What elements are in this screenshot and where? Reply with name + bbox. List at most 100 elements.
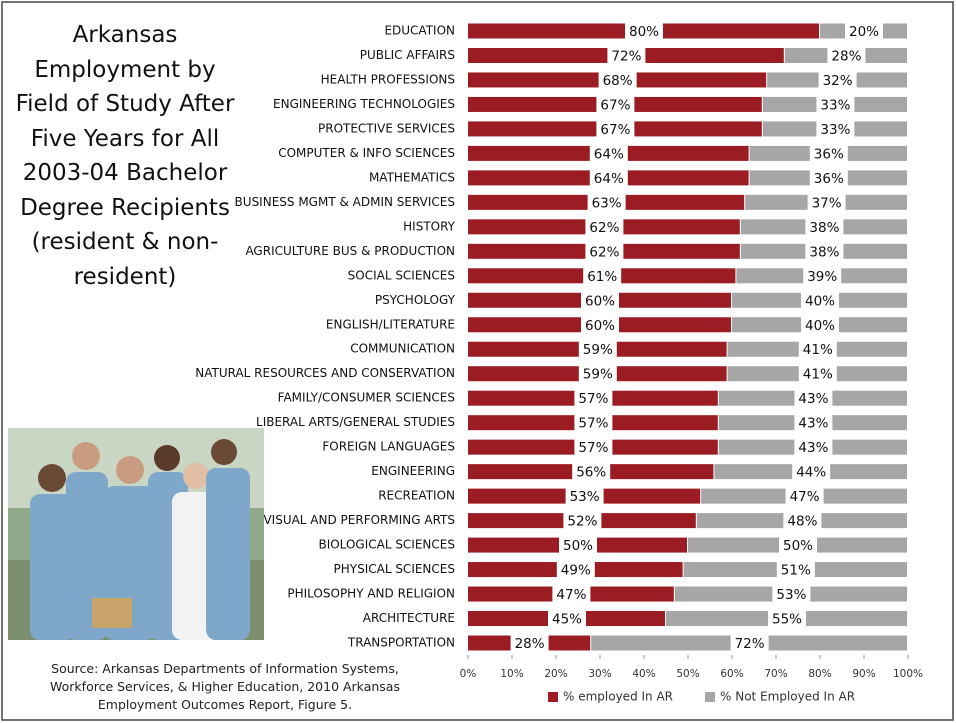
data-label: 60% — [585, 293, 615, 309]
label-box — [730, 634, 769, 652]
label-box — [805, 217, 844, 236]
label-box — [587, 193, 626, 212]
source-note: Source: Arkansas Departments of Informat… — [50, 661, 400, 712]
data-label: 50% — [563, 538, 593, 554]
y-tick-label: FAMILY/CONSUMER SCIENCES — [278, 391, 455, 405]
data-label: 50% — [783, 538, 813, 554]
y-tick-label: COMMUNICATION — [350, 342, 455, 356]
label-box — [827, 46, 866, 65]
data-label: 59% — [583, 342, 613, 358]
label-box — [783, 511, 822, 530]
data-label: 67% — [600, 97, 630, 113]
data-label: 57% — [578, 416, 608, 432]
y-tick-label: PROTECTIVE SERVICES — [318, 121, 455, 135]
label-box — [510, 634, 549, 652]
y-tick-label: AGRICULTURE BUS & PRODUCTION — [245, 244, 455, 258]
photo — [8, 428, 264, 640]
y-tick-label: ENGINEERING TECHNOLOGIES — [273, 97, 455, 111]
data-label: 28% — [515, 636, 545, 652]
label-box — [803, 266, 842, 285]
data-label: 72% — [735, 636, 765, 652]
y-tick-label: SOCIAL SCIENCES — [348, 268, 455, 282]
y-tick-label: PHYSICAL SCIENCES — [333, 562, 455, 576]
x-tick-label: 60% — [720, 668, 743, 680]
data-label: 64% — [594, 171, 624, 187]
y-tick-label: BUSINESS MGMT & ADMIN SERVICES — [235, 195, 455, 209]
y-tick-label: VISUAL AND PERFORMING ARTS — [263, 513, 455, 527]
label-box — [589, 168, 628, 187]
label-box — [801, 315, 839, 334]
label-box — [772, 585, 811, 604]
label-box — [556, 560, 595, 579]
data-label: 39% — [807, 269, 837, 285]
data-label: 43% — [798, 440, 828, 456]
label-box — [816, 119, 855, 138]
data-label: 61% — [587, 269, 617, 285]
label-box — [548, 609, 586, 628]
y-tick-label: TRANSPORTATION — [347, 636, 455, 650]
label-box — [794, 389, 833, 408]
data-label: 47% — [556, 587, 586, 603]
label-box — [581, 291, 619, 310]
data-label: 37% — [812, 195, 842, 211]
label-box — [768, 609, 806, 628]
data-label: 53% — [570, 489, 600, 505]
label-box — [581, 315, 619, 334]
data-label: 48% — [787, 514, 817, 530]
data-label: 62% — [589, 220, 619, 236]
data-label: 56% — [576, 465, 606, 481]
label-box — [818, 70, 857, 89]
data-label: 43% — [798, 416, 828, 432]
x-tick-label: 50% — [676, 668, 699, 680]
data-label: 33% — [820, 122, 850, 138]
y-tick-label: ENGLISH/LITERATURE — [326, 317, 455, 331]
data-label: 57% — [578, 440, 608, 456]
data-label: 33% — [820, 97, 850, 113]
label-box — [809, 168, 848, 187]
x-tick-label: 100% — [893, 668, 923, 680]
data-label: 49% — [561, 563, 591, 579]
y-tick-label: HEALTH PROFESSIONS — [321, 72, 455, 86]
data-label: 20% — [849, 24, 879, 40]
data-label: 67% — [600, 122, 630, 138]
data-label: 80% — [629, 24, 659, 40]
y-tick-label: HISTORY — [403, 219, 456, 233]
label-box — [574, 438, 613, 457]
y-tick-label: ARCHITECTURE — [363, 611, 455, 625]
data-label: 60% — [585, 318, 615, 334]
label-box — [578, 364, 617, 383]
data-label: 41% — [803, 367, 833, 383]
data-label: 40% — [805, 293, 835, 309]
label-box — [585, 242, 624, 261]
legend-swatch — [705, 692, 715, 702]
label-box — [625, 22, 663, 40]
data-label: 36% — [814, 171, 844, 187]
data-label: 43% — [798, 391, 828, 407]
data-label: 36% — [814, 146, 844, 162]
label-box — [552, 585, 591, 604]
data-label: 62% — [589, 244, 619, 260]
x-tick-label: 90% — [852, 668, 875, 680]
data-label: 64% — [594, 146, 624, 162]
label-box — [794, 413, 833, 432]
label-box — [585, 217, 624, 236]
label-box — [807, 193, 846, 212]
label-box — [596, 119, 635, 138]
label-box — [816, 95, 855, 114]
label-box — [565, 487, 604, 506]
label-box — [798, 364, 837, 383]
data-label: 68% — [603, 73, 633, 89]
legend-label: % employed In AR — [563, 690, 673, 704]
y-tick-label: RECREATION — [378, 489, 455, 503]
data-label: 53% — [776, 587, 806, 603]
data-label: 44% — [796, 465, 826, 481]
x-tick-label: 40% — [632, 668, 655, 680]
label-box — [845, 22, 883, 40]
label-box — [574, 389, 613, 408]
label-box — [589, 144, 628, 163]
x-tick-label: 80% — [808, 668, 831, 680]
y-tick-label: COMPUTER & INFO SCIENCES — [278, 146, 455, 160]
